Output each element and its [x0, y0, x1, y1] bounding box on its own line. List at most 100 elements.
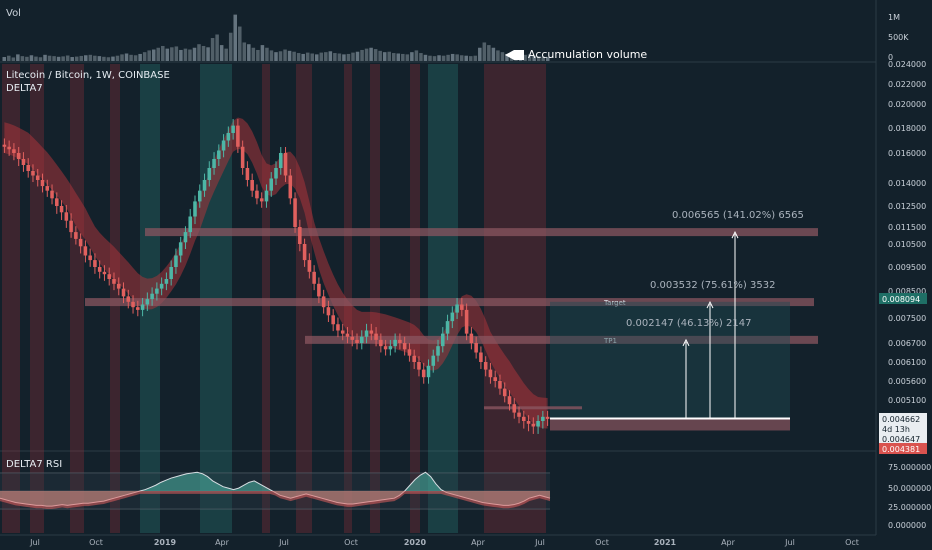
volume-axis-tick: 500K — [888, 33, 909, 42]
volume-bar — [305, 52, 310, 61]
volume-bar — [450, 53, 455, 61]
candle — [417, 362, 421, 370]
volume-bar — [34, 56, 38, 61]
candle — [126, 296, 131, 302]
candle — [312, 271, 316, 284]
volume-bar — [536, 56, 541, 61]
volume-bar — [260, 45, 265, 61]
volume-bar — [197, 44, 201, 61]
candle — [55, 198, 59, 206]
candle — [188, 216, 193, 233]
volume-bar — [269, 50, 274, 61]
candle — [541, 416, 545, 421]
candle — [207, 168, 212, 180]
candle — [493, 377, 497, 381]
price-tag-text: 0.004381 — [882, 445, 920, 454]
candle — [517, 412, 521, 417]
volume-bar — [337, 53, 342, 61]
candle — [364, 330, 369, 337]
candle — [359, 336, 364, 343]
candle — [536, 421, 540, 427]
candle — [421, 369, 426, 378]
candle — [479, 352, 483, 362]
candle — [522, 416, 526, 421]
zone-label: TP1 — [603, 337, 617, 345]
candle — [121, 288, 126, 297]
candle — [498, 381, 502, 389]
candle — [255, 190, 259, 199]
volume-bar — [459, 55, 464, 61]
accumulation-volume-label: Accumulation volume — [528, 48, 647, 61]
x-axis-tick: Apr — [215, 538, 230, 547]
volume-bar — [251, 47, 256, 61]
x-axis-tick: Jul — [29, 538, 40, 547]
candle — [398, 339, 402, 343]
volume-bar — [224, 48, 228, 61]
x-axis-tick: Apr — [471, 538, 486, 547]
price-axis-tick: 0.024000 — [888, 60, 926, 69]
volume-bar — [247, 44, 251, 61]
resistance-zone — [85, 298, 814, 307]
candle — [159, 283, 164, 289]
volume-bar — [446, 54, 450, 61]
volume-bar — [20, 56, 25, 61]
candle — [307, 260, 312, 272]
volume-bar — [102, 56, 106, 61]
volume-bar — [192, 47, 197, 61]
candle — [336, 324, 340, 331]
volume-bar — [25, 56, 29, 61]
volume-bar — [491, 47, 496, 61]
resistance-zone — [305, 335, 818, 344]
candle — [393, 339, 397, 347]
volume-bar — [147, 50, 151, 61]
price-axis-tick: 0.006100 — [888, 358, 926, 367]
price-tag-text: 0.004647 — [882, 435, 920, 444]
candle — [226, 133, 231, 141]
price-tag-text: 0.004662 — [882, 415, 920, 424]
target-box — [550, 301, 790, 419]
candle — [302, 244, 307, 261]
volume-bar — [292, 51, 296, 61]
volume-axis-tick: 0 — [888, 53, 893, 62]
volume-bar — [310, 53, 314, 61]
volume-bar — [287, 50, 292, 61]
arrow-up-icon — [731, 230, 739, 239]
volume-bar — [151, 49, 156, 61]
volume-bar — [133, 55, 138, 61]
candle — [31, 171, 35, 176]
volume-bar — [387, 51, 391, 61]
candle — [436, 346, 440, 356]
price-axis-tick: 0.011500 — [888, 223, 926, 232]
volume-bar — [106, 57, 111, 61]
candle — [298, 227, 302, 244]
x-axis-tick: Jul — [784, 538, 795, 547]
price-tag — [879, 443, 927, 454]
candle — [136, 307, 140, 310]
volume-bar — [541, 56, 545, 61]
measure-label: 0.003532 (75.61%) 3532 — [650, 280, 775, 291]
candle — [350, 336, 355, 340]
volume-bar — [283, 49, 287, 61]
candle — [245, 168, 250, 180]
price-axis-tick: 0.012500 — [888, 202, 926, 211]
volume-bar — [52, 56, 56, 61]
candle — [140, 304, 145, 310]
candle — [240, 146, 245, 168]
candle — [183, 232, 188, 243]
volume-bar — [120, 54, 124, 61]
price-axis-tick: 0.018000 — [888, 124, 926, 133]
candle — [483, 362, 488, 370]
volume-bar — [523, 54, 527, 61]
price-tag-text: 4d 13h — [882, 425, 910, 434]
rsi-axis-tick: 0.000000 — [888, 521, 926, 530]
candle — [445, 321, 450, 334]
highlight-column — [2, 64, 20, 533]
volume-bar — [233, 14, 238, 61]
volume-bar — [496, 50, 500, 61]
volume-bar — [391, 53, 396, 61]
volume-bar — [441, 55, 446, 61]
candle — [2, 144, 7, 147]
candle — [283, 153, 288, 176]
candle — [460, 304, 464, 310]
